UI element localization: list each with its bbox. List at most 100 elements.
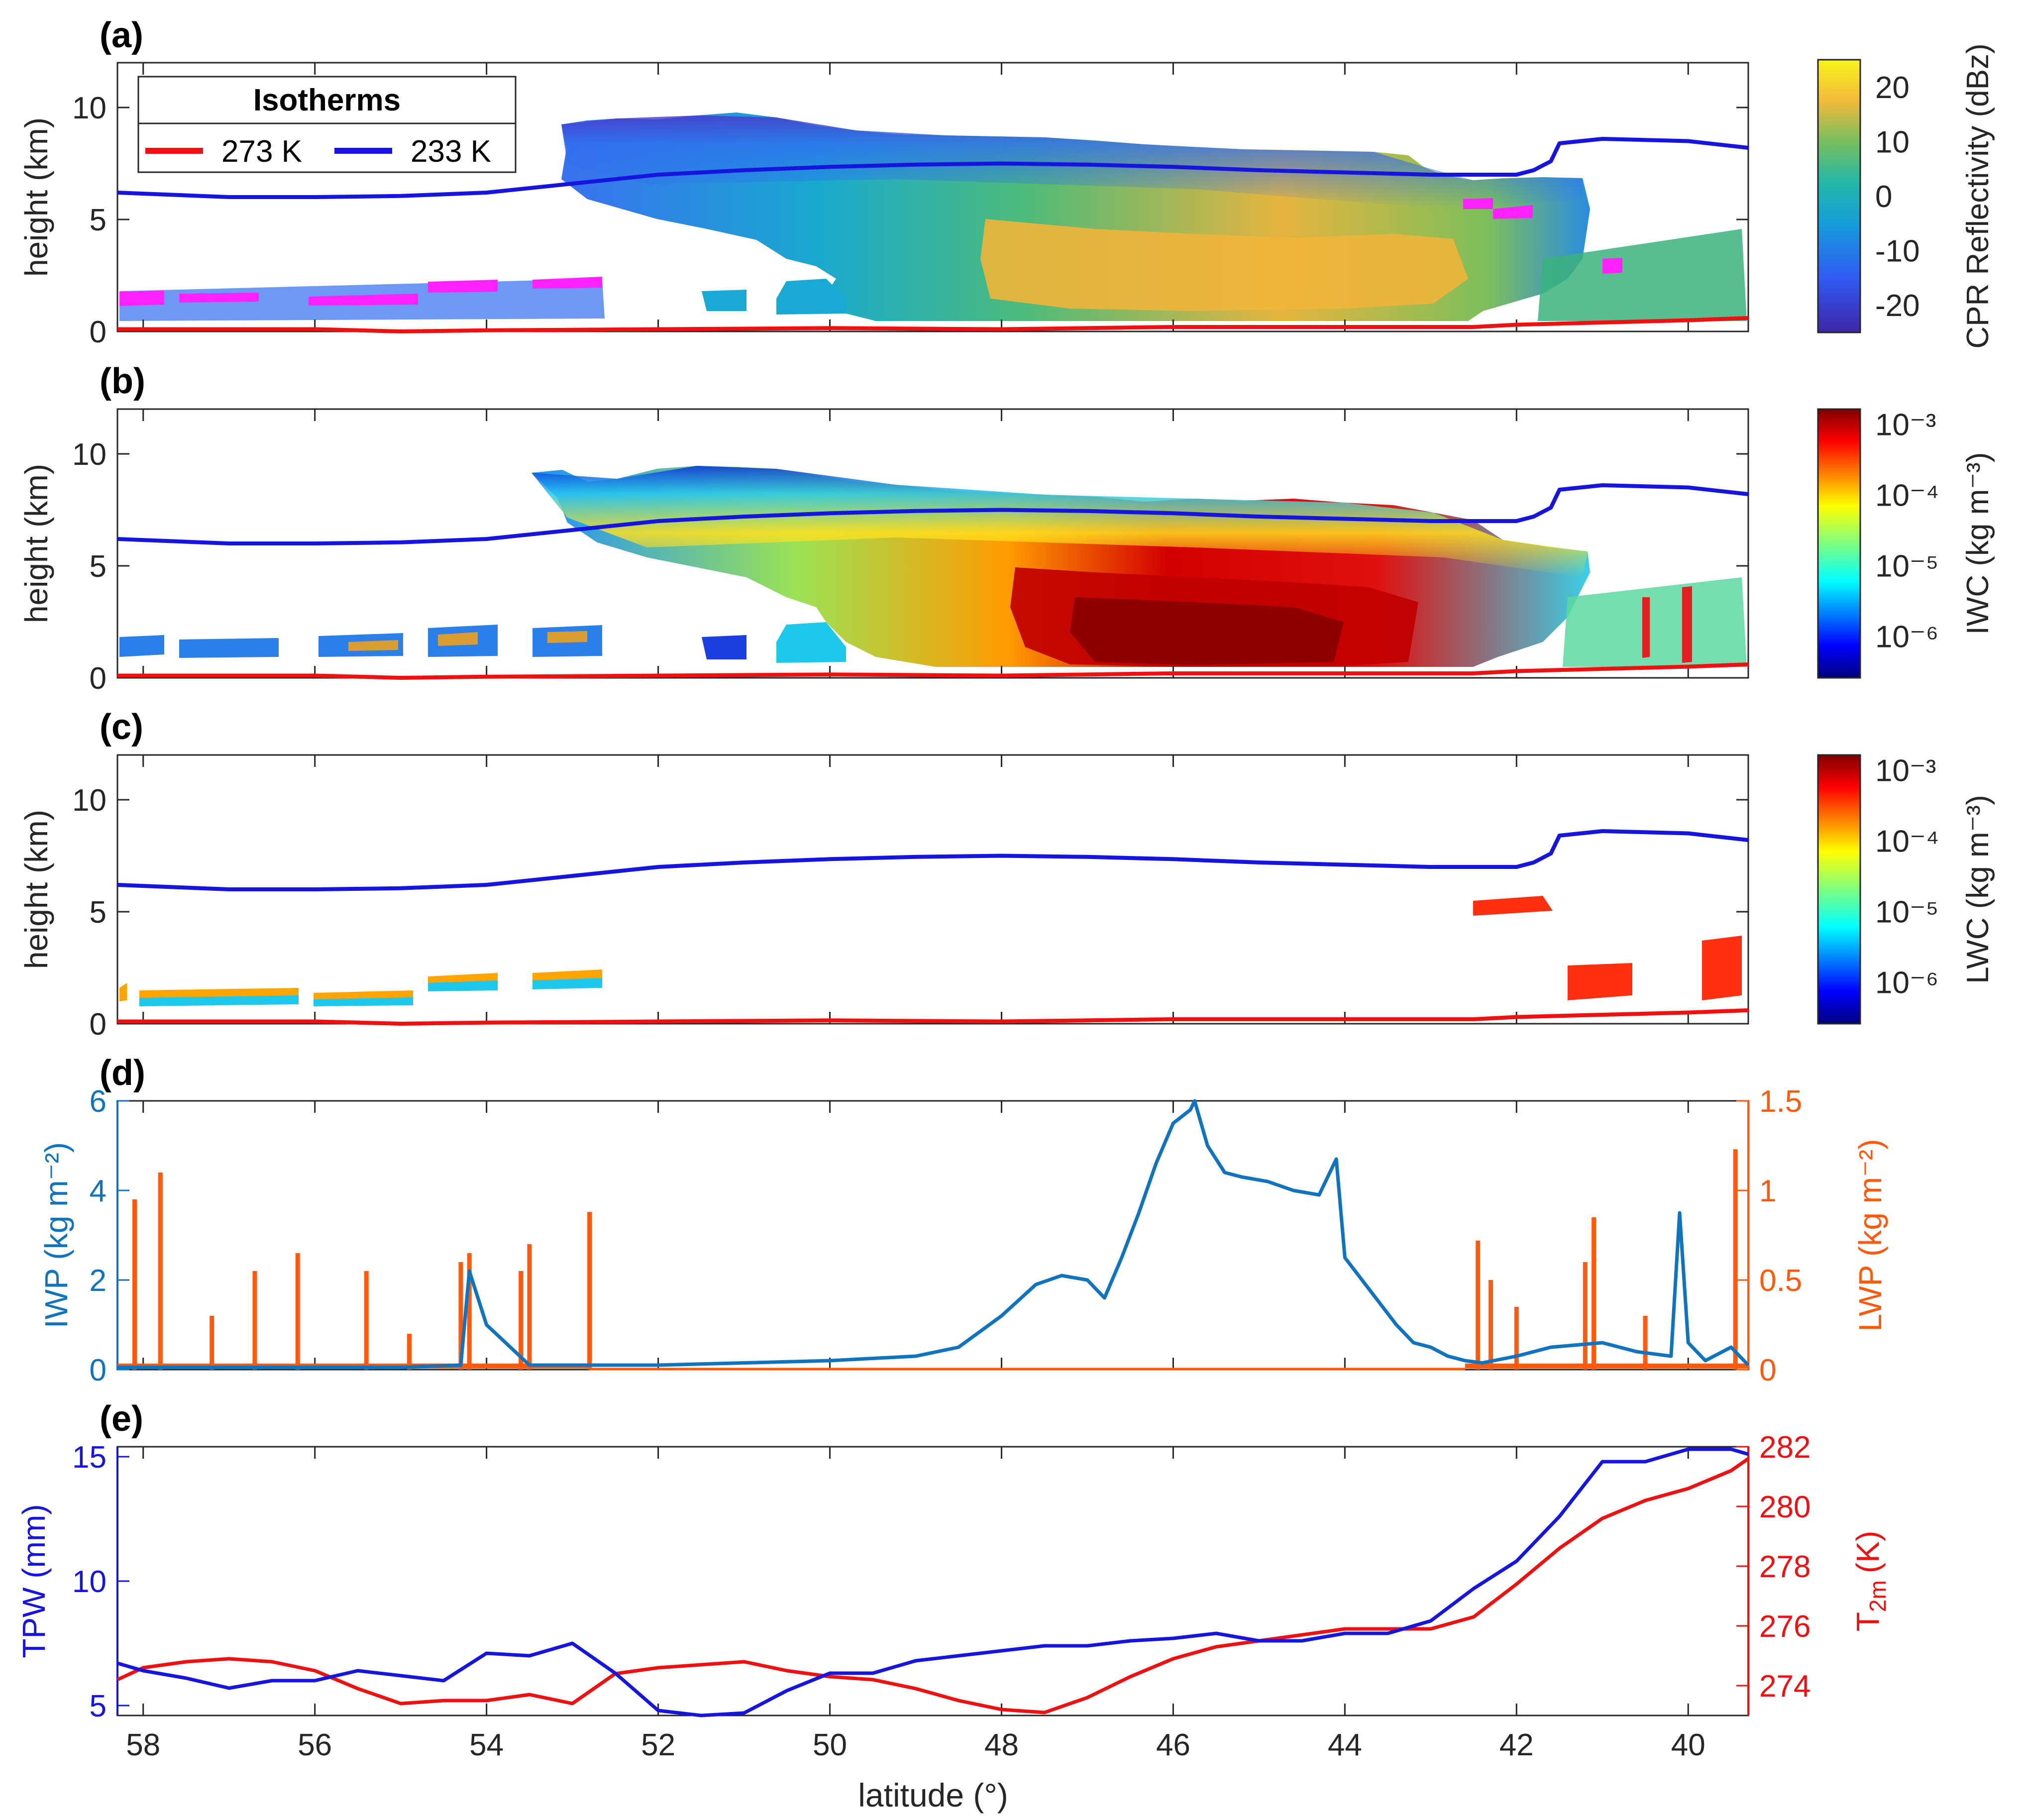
colorbar-a-tick-label: 0 bbox=[1875, 180, 1892, 214]
panel-d-ytick-left-label: 6 bbox=[90, 1084, 106, 1119]
panel-a-field bbox=[119, 112, 1747, 321]
colorbar-a-gradient bbox=[1817, 59, 1861, 333]
panel-a-ytick-label: 5 bbox=[90, 203, 106, 237]
panel-c-label: (c) bbox=[100, 707, 143, 747]
panel-b-core-dark bbox=[1070, 597, 1344, 665]
panel-b-ytick-label: 10 bbox=[72, 437, 106, 472]
xtick-label: 46 bbox=[1156, 1728, 1190, 1762]
colorbar-b: IWC (kg m⁻³) bbox=[1817, 408, 1995, 679]
t2m-unit: (K) bbox=[1850, 1531, 1886, 1573]
panel-d-ytick-left-label: 4 bbox=[90, 1174, 106, 1208]
xtick-label: 40 bbox=[1671, 1728, 1705, 1762]
legend: Isotherms 273 K 233 K bbox=[137, 76, 517, 173]
panel-c-liquid-north-cool bbox=[139, 978, 602, 1006]
panel-d-ylabel-left: IWP (kg m⁻²) bbox=[38, 1142, 74, 1328]
panel-d-ytick-right-label: 0.5 bbox=[1759, 1264, 1802, 1298]
t2m-main: T bbox=[1850, 1612, 1886, 1631]
xtick-label: 50 bbox=[813, 1728, 847, 1762]
colorbar-c: LWC (kg m⁻³) bbox=[1817, 754, 1995, 1025]
colorbar-a: CPR Reflectivity (dBz) bbox=[1817, 43, 1995, 349]
panel-b-label: (b) bbox=[100, 361, 145, 401]
panel-b-isotherm-273k bbox=[117, 662, 1749, 680]
t2m-subscript: 2m bbox=[1865, 1580, 1891, 1612]
panel-e-ytick-right-label: 280 bbox=[1759, 1490, 1810, 1524]
panel-b-ytick-label: 0 bbox=[90, 661, 106, 696]
colorbar-a-label: CPR Reflectivity (dBz) bbox=[1961, 43, 1995, 348]
colorbar-c-tick-label: 10⁻⁴ bbox=[1875, 825, 1939, 859]
panel-c-ytick-label: 5 bbox=[90, 895, 106, 930]
panel-e-ytick-right-label: 282 bbox=[1759, 1430, 1810, 1465]
panel-c-field bbox=[119, 896, 1742, 1006]
panel-e-ylabel-right: T2m (K) bbox=[1850, 1531, 1891, 1631]
panel-d-ytick-right-label: 1.5 bbox=[1759, 1084, 1802, 1119]
panel-c: (c) bbox=[100, 707, 1749, 1025]
panel-b-ytick-label: 5 bbox=[90, 549, 106, 584]
colorbar-c-tick-label: 10⁻⁶ bbox=[1875, 966, 1938, 1000]
panel-e: (e) bbox=[100, 1399, 1749, 1716]
panel-d-ylabel-right: LWP (kg m⁻²) bbox=[1852, 1139, 1888, 1332]
panel-c-liquid-north bbox=[119, 969, 602, 1003]
panel-c-liquid-south bbox=[1473, 896, 1742, 1000]
panel-b-low-cloud bbox=[776, 622, 846, 663]
colorbar-b-tick-label: 10⁻⁶ bbox=[1875, 620, 1938, 654]
panel-e-axes-box bbox=[116, 1446, 1749, 1716]
colorbar-b-tick-label: 10⁻³ bbox=[1875, 408, 1936, 442]
panel-c-axes-box bbox=[116, 754, 1749, 1025]
panel-d-ytick-right-label: 0 bbox=[1759, 1353, 1776, 1388]
panel-a-core bbox=[980, 219, 1468, 311]
colorbar-b-tick-label: 10⁻⁴ bbox=[1875, 479, 1939, 513]
panel-e-ylabel-left: TPW (mm) bbox=[16, 1504, 52, 1658]
xtick-label: 54 bbox=[469, 1728, 504, 1762]
panel-d-ytick-left-label: 2 bbox=[90, 1264, 106, 1298]
colorbar-c-label: LWC (kg m⁻³) bbox=[1961, 795, 1995, 983]
panel-a: (a) bbox=[100, 15, 1749, 332]
panel-a-label: (a) bbox=[100, 15, 143, 55]
panel-d-ytick-right-label: 1 bbox=[1759, 1174, 1776, 1208]
panel-d: (d) bbox=[100, 1053, 1749, 1371]
xaxis-label: latitude (°) bbox=[858, 1777, 1008, 1814]
panel-a-ytick-label: 10 bbox=[72, 91, 106, 125]
panel-b-field bbox=[119, 466, 1747, 667]
colorbar-a-tick-label: 10 bbox=[1875, 125, 1910, 159]
panel-d-ytick-left-label: 0 bbox=[90, 1353, 106, 1388]
panel-b-southern-cells bbox=[1563, 577, 1747, 667]
legend-label-233k: 233 K bbox=[411, 134, 491, 169]
panel-c-isotherm-233k bbox=[117, 829, 1749, 891]
panel-b-ylabel: height (km) bbox=[18, 464, 54, 623]
colorbar-a-tick-label: -10 bbox=[1875, 234, 1920, 269]
tpw-line bbox=[117, 1447, 1749, 1717]
legend-title: Isotherms bbox=[253, 83, 401, 117]
chart-marks: 05100510051020100-10-2010⁻³10⁻⁴10⁻⁵10⁻⁶1… bbox=[72, 63, 1939, 1762]
panel-b-cloud-top bbox=[532, 466, 1588, 577]
panel-c-ytick-label: 0 bbox=[90, 1007, 106, 1042]
panel-a-ylabel: height (km) bbox=[18, 117, 54, 277]
panel-e-ytick-right-label: 276 bbox=[1759, 1609, 1810, 1644]
colorbar-c-tick-label: 10⁻³ bbox=[1875, 753, 1936, 788]
panel-a-cloud-top bbox=[561, 115, 1583, 209]
legend-box bbox=[137, 76, 517, 173]
panel-b-low-blue bbox=[702, 635, 746, 659]
colorbar-a-tick-label: 20 bbox=[1875, 71, 1910, 105]
panel-c-ytick-label: 10 bbox=[72, 783, 106, 818]
panel-e-ytick-left-label: 10 bbox=[72, 1565, 106, 1599]
panel-a-axes-box bbox=[116, 62, 1749, 332]
panel-b-axes-box bbox=[116, 408, 1749, 679]
colorbar-c-gradient bbox=[1817, 754, 1861, 1025]
xtick-label: 58 bbox=[126, 1728, 160, 1762]
panel-b-isotherm-233k bbox=[117, 483, 1749, 545]
colorbar-c-tick-label: 10⁻⁵ bbox=[1875, 895, 1938, 930]
panel-d-label: (d) bbox=[100, 1053, 145, 1093]
legend-label-273k: 273 K bbox=[221, 134, 302, 169]
xtick-label: 48 bbox=[984, 1728, 1019, 1762]
panel-a-isotherm-233k bbox=[117, 137, 1749, 199]
panel-e-ytick-left-label: 15 bbox=[72, 1440, 106, 1475]
xtick-label: 52 bbox=[641, 1728, 675, 1762]
iwp-line bbox=[117, 1099, 1750, 1369]
panel-e-ytick-left-label: 5 bbox=[90, 1689, 106, 1723]
colorbar-b-gradient bbox=[1817, 408, 1861, 679]
xtick-label: 44 bbox=[1328, 1728, 1362, 1762]
panel-a-low-cloud bbox=[702, 279, 846, 315]
xtick-label: 56 bbox=[298, 1728, 332, 1762]
panel-d-axes-box bbox=[116, 1100, 1749, 1371]
